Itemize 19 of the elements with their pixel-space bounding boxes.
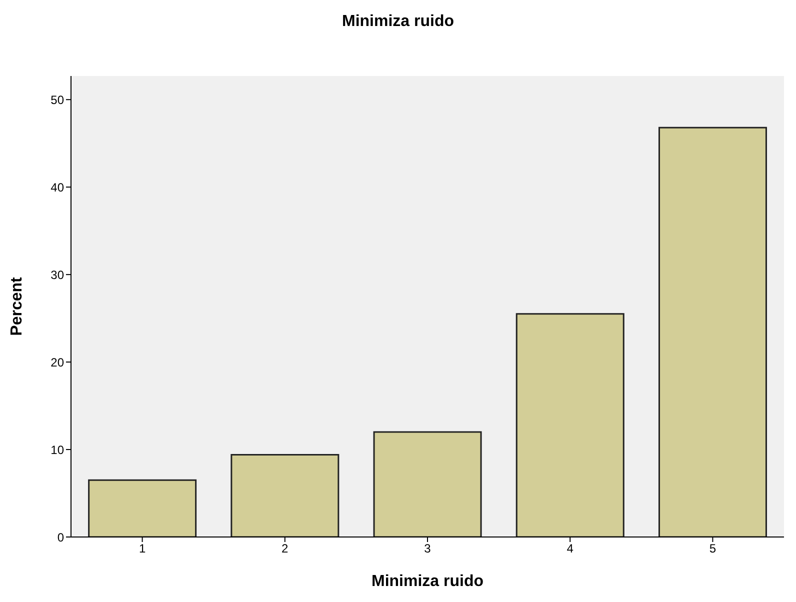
y-axis-title: Percent	[8, 276, 26, 336]
y-tick-label: 40	[50, 180, 64, 194]
y-tick-label: 0	[57, 530, 64, 544]
x-tick-label: 2	[282, 542, 289, 556]
x-tick-label: 1	[138, 542, 146, 556]
bar	[373, 431, 482, 537]
x-tick-label: 4	[566, 542, 574, 556]
bar	[230, 454, 340, 537]
chart-title: Minimiza ruido	[341, 12, 455, 32]
y-tick-label: 30	[50, 268, 64, 282]
bar	[516, 313, 624, 537]
y-tick-label: 50	[50, 92, 64, 107]
bar	[658, 126, 767, 537]
x-tick-label: 3	[424, 542, 432, 556]
y-tick-label: 10	[50, 442, 64, 457]
x-tick-label: 5	[709, 542, 716, 556]
x-axis-title: Minimiza ruido	[372, 573, 484, 590]
bar	[88, 479, 197, 537]
y-tick-label: 20	[50, 355, 64, 370]
